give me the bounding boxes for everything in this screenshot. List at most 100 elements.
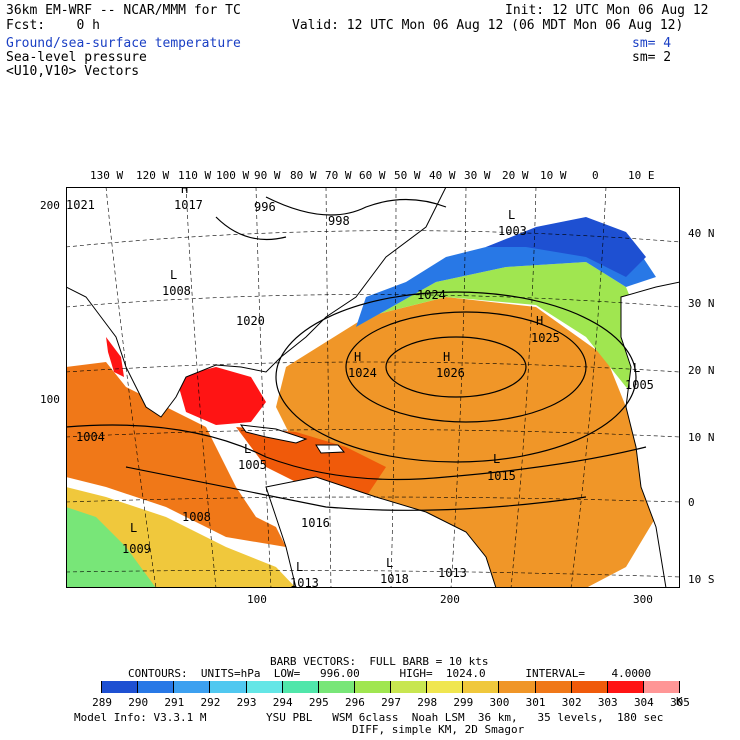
- lon-label: 110 W: [178, 169, 212, 182]
- colorbar-label: 300: [489, 696, 510, 709]
- lon-label: 130 W: [90, 169, 124, 182]
- pressure-value: 1025: [531, 331, 560, 345]
- colorbar-label: 304: [633, 696, 654, 709]
- sst-blue-dark: [486, 217, 646, 277]
- lat-label: 30 N: [688, 297, 715, 310]
- pressure-value: 1008: [182, 510, 211, 524]
- lat-label: 20 N: [688, 364, 715, 377]
- colorbar-swatch: [138, 681, 175, 693]
- colorbar-unit: K: [676, 695, 683, 708]
- pressure-value: 1021: [66, 198, 95, 212]
- init-time: Init: 12 UTC Mon 06 Aug 12: [505, 3, 709, 18]
- pressure-label: L: [508, 208, 515, 222]
- pressure-value: 1003: [498, 224, 527, 238]
- colorbar-swatch: [282, 681, 319, 693]
- colorbar-label: 301: [525, 696, 546, 709]
- field-pressure: Sea-level pressure: [6, 50, 147, 65]
- colorbar-swatch: [535, 681, 572, 693]
- lon-label: 30 W: [464, 169, 491, 182]
- left-axis-label: 100: [40, 393, 60, 406]
- colorbar-swatch: [354, 681, 392, 693]
- lon-label: 10 W: [540, 169, 567, 182]
- colorbar-label: 299: [453, 696, 474, 709]
- bottom-axis-label: 100: [247, 593, 267, 606]
- pressure-centers: H 1017 996 998 L 1003 L 1008 1024 1020 H 102…: [66, 187, 654, 588]
- lat-label: 40 N: [688, 227, 715, 240]
- pressure-label: L: [244, 442, 251, 456]
- colorbar-swatch: [174, 681, 211, 693]
- field-pressure-smoothing: sm= 2: [632, 50, 672, 65]
- colorbar-swatch: [210, 681, 247, 693]
- pressure-value: 1013: [438, 566, 467, 580]
- colorbar-label: 294: [272, 696, 293, 709]
- colorbar-swatch: [607, 681, 644, 693]
- colorbar-label: 298: [417, 696, 438, 709]
- pressure-value: 1008: [162, 284, 191, 298]
- lon-label: 70 W: [325, 169, 352, 182]
- pressure-value: 1004: [76, 430, 105, 444]
- pressure-label: L: [296, 560, 303, 574]
- lat-label: 10 S: [688, 573, 715, 586]
- colorbar-label: 293: [236, 696, 257, 709]
- colorbar-swatch: [102, 681, 139, 693]
- field-vectors: <U10,V10> Vectors: [6, 64, 140, 79]
- cuba-land: [239, 424, 308, 444]
- pressure-value: 1009: [122, 542, 151, 556]
- pressure-value: 1024: [417, 288, 446, 302]
- sst-orange-pacific: [66, 362, 286, 547]
- colorbar-label: 290: [128, 696, 149, 709]
- pressure-value: 1016: [301, 516, 330, 530]
- lat-label: 10 N: [688, 431, 715, 444]
- pressure-label: L: [493, 452, 500, 466]
- pressure-value: 1015: [487, 469, 516, 483]
- colorbar-label: 292: [200, 696, 221, 709]
- pressure-value: 1005: [625, 378, 654, 392]
- lon-label: 10 E: [628, 169, 655, 182]
- pressure-label: H: [536, 314, 543, 328]
- pressure-label: L: [633, 361, 640, 375]
- pressure-value: 1005: [238, 458, 267, 472]
- lon-label: 60 W: [359, 169, 386, 182]
- colorbar-label: 303: [597, 696, 618, 709]
- pressure-label: H: [443, 350, 450, 364]
- weather-map: H 1017 996 998 L 1003 L 1008 1024 1020 H 102…: [66, 187, 680, 588]
- pressure-label: L: [386, 556, 393, 570]
- lon-label: 80 W: [290, 169, 317, 182]
- colorbar-swatch: [427, 681, 464, 693]
- lon-label: 40 W: [429, 169, 456, 182]
- pressure-label: H: [354, 350, 361, 364]
- pressure-value: 998: [328, 214, 350, 228]
- lon-label: 120 W: [136, 169, 170, 182]
- forecast-hour: Fcst: 0 h: [6, 18, 100, 33]
- contours-legend: CONTOURS: UNITS=hPa LOW= 996.00 HIGH= 10…: [128, 667, 652, 680]
- bottom-axis-label: 300: [633, 593, 653, 606]
- diffusion-info: DIFF, simple KM, 2D Smagor: [352, 723, 525, 736]
- colorbar-swatch: [391, 681, 428, 693]
- model-info: Model Info: V3.3.1 M: [74, 711, 207, 724]
- lat-label: 0: [688, 496, 695, 509]
- sst-gulf-of-california: [106, 337, 124, 377]
- colorbar-label: 289: [92, 696, 113, 709]
- sst-red-gulf: [176, 367, 266, 425]
- colorbar-label: 295: [308, 696, 329, 709]
- hispaniola-land: [315, 444, 346, 454]
- pressure-value: 1024: [348, 366, 377, 380]
- colorbar-swatch: [499, 681, 536, 693]
- colorbar-swatch: [571, 681, 608, 693]
- colorbar-label: 291: [164, 696, 185, 709]
- pressure-label: L: [130, 521, 137, 535]
- field-temperature: Ground/sea-surface temperature: [6, 36, 241, 51]
- north-america-land: [66, 187, 447, 418]
- colorbar-swatch: [246, 681, 283, 693]
- bottom-axis-label: 200: [440, 593, 460, 606]
- pressure-value: 1018: [380, 572, 409, 586]
- graticule: [66, 187, 680, 588]
- lon-label: 90 W: [254, 169, 281, 182]
- model-title: 36km EM-WRF -- NCAR/MMM for TC: [6, 3, 241, 18]
- colorbar-swatch: [463, 681, 500, 693]
- valid-time: Valid: 12 UTC Mon 06 Aug 12 (06 MDT Mon …: [292, 18, 684, 33]
- pressure-value: 1017: [174, 198, 203, 212]
- field-temperature-smoothing: sm= 4: [632, 36, 672, 51]
- colorbar-swatch: [643, 681, 680, 693]
- barb-vectors-legend: BARB VECTORS: FULL BARB = 10 kts: [270, 655, 489, 668]
